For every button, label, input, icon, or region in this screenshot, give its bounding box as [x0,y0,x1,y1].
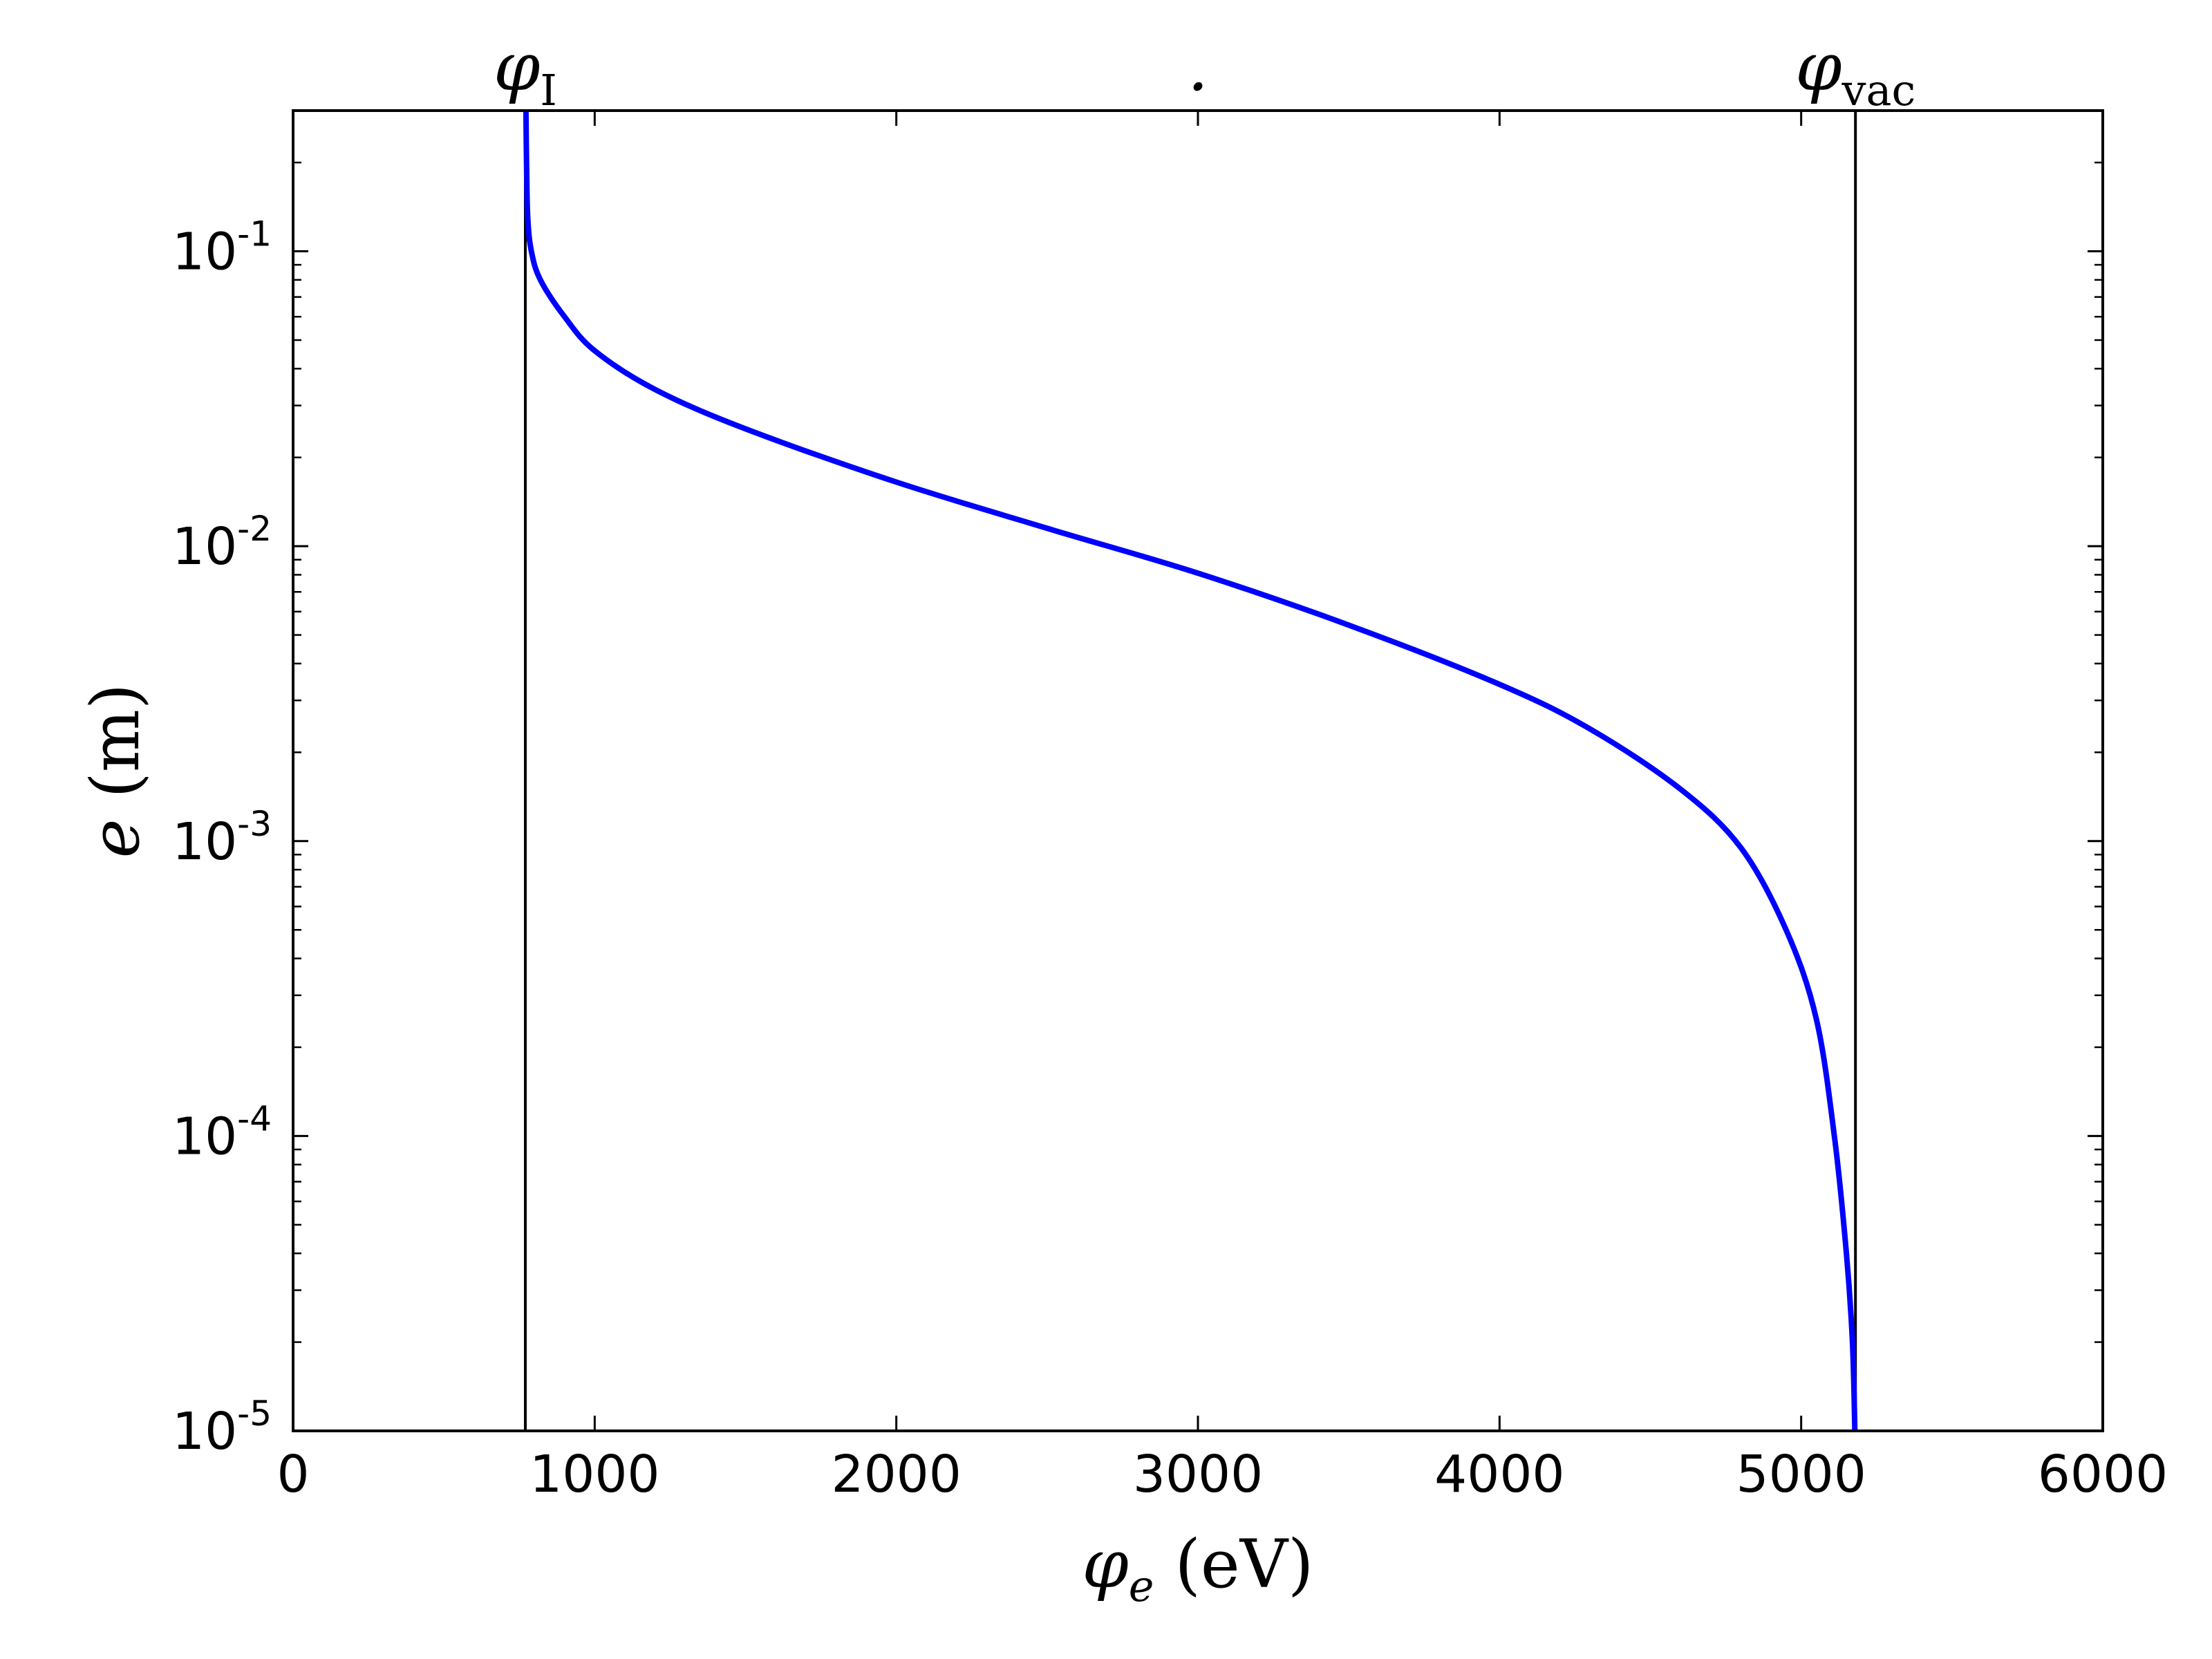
x-tick-label: 2000 [832,1445,962,1504]
top-annotation: φvac [1795,28,1915,115]
y-tick-label: 10-3 [172,804,272,872]
y-axis-label: e (m) [77,684,154,859]
top-annotation: . [1188,28,1209,106]
y-axis-label-symbol: e [77,819,154,859]
reference-lines [523,111,1857,1431]
x-tick-label: 5000 [1736,1445,1866,1504]
plot-background [293,111,2103,1431]
y-tick-labels: 10-5 10-4 10-3 10-2 10-1 [172,214,272,1461]
x-tick-label: 6000 [2038,1445,2168,1504]
series-line [523,110,1858,1432]
x-axis-label: φe (eV) [1082,1526,1314,1611]
y-axis-label-unit: (m) [77,684,154,798]
x-tick-label: 4000 [1434,1445,1564,1504]
top-annotation: φI [494,28,557,115]
x-tick-label: 1000 [529,1445,659,1504]
y-tick-label: 10-4 [172,1098,272,1166]
x-tick-labels: 0 1000 2000 3000 4000 5000 6000 [276,1445,2168,1504]
x-tick-label: 3000 [1133,1445,1263,1504]
plot-frame [292,109,2104,1432]
x-tick-label: 0 [276,1445,309,1504]
y-tick-label: 10-5 [172,1394,272,1461]
x-axis-label-unit: (eV) [1174,1526,1313,1603]
x-axis-label-subscript: e [1129,1561,1154,1611]
series-layer [523,110,1858,1432]
y-tick-label: 10-1 [172,214,272,282]
x-axis-label-symbol: φ [1082,1526,1129,1603]
y-tick-label: 10-2 [172,509,272,577]
top-annotations: φI. φvac [494,28,1915,115]
